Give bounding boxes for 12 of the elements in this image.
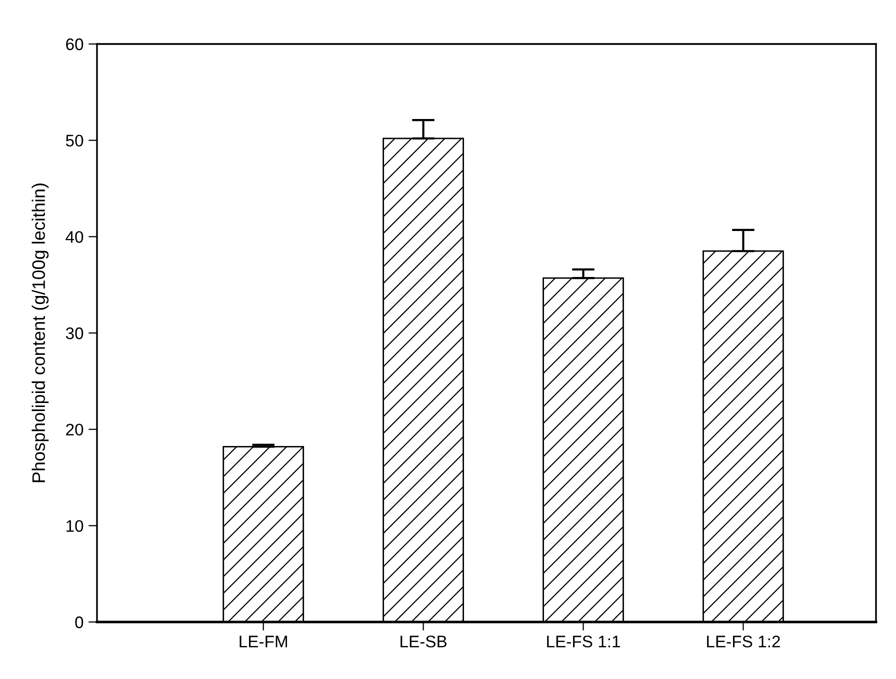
y-tick-label: 0 (75, 616, 84, 628)
y-tick-label: 20 (66, 424, 84, 436)
y-tick-label: 30 (66, 327, 84, 340)
y-tick-label: 10 (66, 520, 84, 532)
x-tick-label: LE-FM (240, 636, 287, 648)
y-tick-label: 60 (66, 38, 84, 50)
y-tick-label: 50 (66, 134, 84, 147)
y-axis-title: Phospholipid content (g/100g lecithin) (32, 184, 49, 482)
y-tick-label: 40 (66, 231, 84, 243)
x-tick-label: LE-SB (400, 636, 447, 648)
x-tick-label: LE-FS 1:1 (547, 636, 620, 648)
x-tick-label: LE-FS 1:2 (707, 636, 780, 648)
